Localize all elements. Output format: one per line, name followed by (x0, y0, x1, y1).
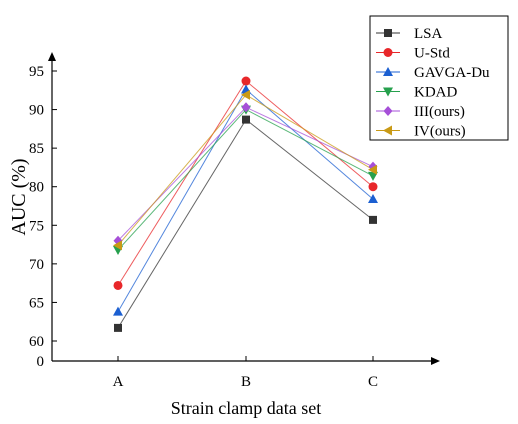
data-point (241, 102, 251, 113)
y-tick-label: 60 (29, 334, 44, 350)
legend-marker (383, 87, 393, 97)
y-tick-label: 75 (29, 218, 44, 234)
data-point (242, 115, 250, 124)
legend-label: KDAD (414, 85, 457, 101)
data-point (241, 89, 250, 100)
x-ticks: A B C (113, 356, 378, 390)
series-line (117, 106, 374, 242)
legend-marker (383, 106, 393, 116)
x-tick-label: A (113, 374, 124, 390)
series-markers (113, 76, 378, 332)
data-point (369, 215, 377, 224)
y-tick-label: 0 (37, 354, 45, 370)
legend-marker (383, 125, 392, 136)
y-tick-label: 95 (29, 64, 44, 80)
data-point (114, 323, 122, 332)
legend-label: U-Std (414, 46, 450, 62)
y-axis-arrow (48, 52, 56, 61)
data-point (368, 171, 378, 181)
y-tick-label: 70 (29, 257, 44, 273)
data-point (368, 182, 378, 192)
legend-label: III(ours) (414, 104, 465, 120)
legend-marker (384, 29, 392, 37)
series-line (117, 108, 374, 251)
y-axis-label: AUC (%) (8, 158, 30, 235)
data-point (241, 76, 251, 86)
legend-marker (383, 67, 393, 76)
y-tick-label: 90 (29, 103, 44, 119)
data-point (368, 194, 378, 204)
data-point (113, 240, 122, 251)
y-ticks: 0 60 65 70 75 80 85 90 95 (29, 64, 57, 370)
legend-box (369, 15, 509, 141)
legend-label: GAVGA-Du (414, 65, 490, 81)
x-axis-arrow (431, 357, 440, 365)
data-point (113, 280, 123, 290)
x-axis-label: Strain clamp data set (171, 398, 321, 418)
y-tick-label: 85 (29, 141, 44, 157)
y-tick-label: 80 (29, 180, 44, 196)
data-point (368, 164, 377, 175)
legend: LSA U-Std GAVGA-Du KDAD III(ours) IV(ours) (369, 15, 509, 141)
data-point (113, 306, 123, 316)
x-tick-label: B (241, 374, 251, 390)
legend-label: IV(ours) (414, 124, 466, 140)
legend-marker (383, 48, 393, 57)
legend-label: LSA (414, 26, 443, 42)
axes (48, 52, 440, 365)
y-tick-label: 65 (29, 295, 44, 311)
x-tick-label: C (368, 374, 378, 390)
